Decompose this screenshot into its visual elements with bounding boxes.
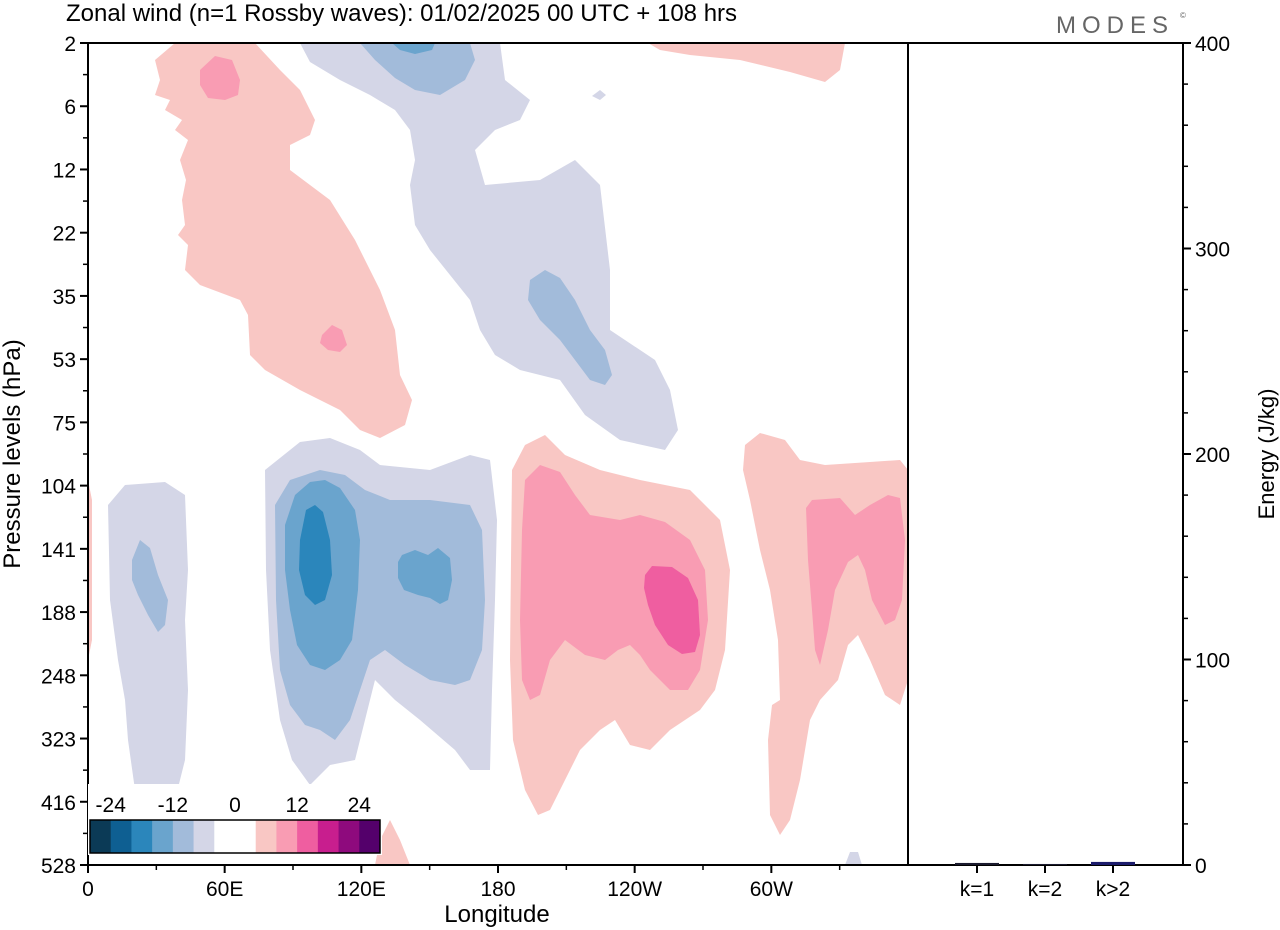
y-tick-label: 6 — [64, 96, 76, 119]
y-tick-label: 416 — [41, 792, 76, 815]
y-tick-label: 2 — [64, 33, 76, 56]
logo-copyright-mark: © — [1180, 11, 1186, 20]
colorbar-swatch — [255, 820, 277, 853]
positive-contours-medium — [200, 56, 905, 700]
y-tick-label: 141 — [41, 539, 76, 562]
y-tick-label: 75 — [53, 412, 76, 435]
energy-axis: 0 100 200 300 400 — [1183, 33, 1230, 878]
modes-logo: MODES — [1056, 12, 1174, 39]
colorbar-outline — [89, 819, 381, 854]
y-tick-label: 528 — [41, 855, 76, 878]
colorbar-swatch — [90, 820, 112, 853]
chart-title: Zonal wind (n=1 Rossby waves): 01/02/202… — [66, 0, 737, 27]
energy-bar — [1091, 861, 1135, 865]
positive-contours-dark — [644, 566, 700, 654]
colorbar-swatch — [235, 820, 257, 853]
colorbar-swatch — [193, 820, 215, 853]
x-tick-label: 180 — [480, 878, 515, 901]
energy-panel-frame — [907, 42, 1184, 866]
x-tick-label: 60E — [206, 878, 243, 901]
colorbar-swatch — [317, 820, 340, 853]
colorbar-swatch — [276, 820, 298, 853]
colorbar-label: -12 — [158, 794, 188, 817]
colorbar-label: 12 — [285, 794, 308, 817]
energy-tick-label: 200 — [1195, 444, 1230, 467]
colorbar: -24 -12 0 12 24 — [88, 784, 382, 855]
colorbar-swatch — [214, 820, 236, 853]
energy-bar — [1023, 863, 1067, 865]
energy-categories: k=1 k=2 k>2 — [960, 865, 1130, 901]
pressure-axis: 2 6 12 22 35 53 75 104 141 188 248 323 416 528 — [41, 33, 88, 878]
colorbar-swatch — [338, 820, 360, 853]
colorbar-label: -24 — [96, 794, 127, 817]
y-tick-label: 35 — [53, 286, 76, 309]
energy-tick-label: 100 — [1195, 650, 1230, 673]
energy-tick-label: 0 — [1195, 855, 1207, 878]
colorbar-swatch — [110, 820, 132, 853]
x-tick-label: 120E — [337, 878, 386, 901]
y-tick-label: 53 — [53, 349, 76, 372]
energy-tick-label: 300 — [1195, 239, 1230, 262]
colorbar-swatch — [297, 820, 319, 853]
longitude-axis: 0 60E 120E 180 120W 60W — [82, 865, 841, 901]
negative-contours-core — [299, 505, 332, 605]
y-tick-label: 12 — [53, 159, 76, 182]
x-tick-label: 0 — [82, 878, 94, 901]
energy-category-label: k=1 — [960, 878, 994, 901]
y-tick-label: 248 — [41, 665, 76, 688]
contour-plot — [88, 43, 908, 865]
colorbar-label: 0 — [229, 794, 241, 817]
colorbar-swatch — [131, 820, 153, 853]
energy-category-label: k=2 — [1028, 878, 1062, 901]
colorbar-swatch — [152, 820, 174, 853]
y-tick-label: 323 — [41, 729, 76, 752]
energy-bar — [955, 862, 999, 865]
energy-axis-label: Energy (J/kg) — [1254, 389, 1279, 520]
energy-category-label: k>2 — [1096, 878, 1130, 901]
y-axis-label: Pressure levels (hPa) — [0, 339, 26, 568]
colorbar-swatch — [172, 820, 195, 853]
colorbar-label: 24 — [348, 794, 372, 817]
x-axis-label: Longitude — [444, 901, 549, 928]
y-tick-label: 22 — [53, 223, 76, 246]
energy-tick-label: 400 — [1195, 33, 1230, 56]
x-tick-label: 120W — [607, 878, 662, 901]
energy-bars — [955, 861, 1135, 865]
x-tick-label: 60W — [750, 878, 793, 901]
y-tick-label: 104 — [41, 476, 76, 499]
y-tick-label: 188 — [41, 602, 76, 625]
colorbar-swatch — [359, 820, 381, 853]
